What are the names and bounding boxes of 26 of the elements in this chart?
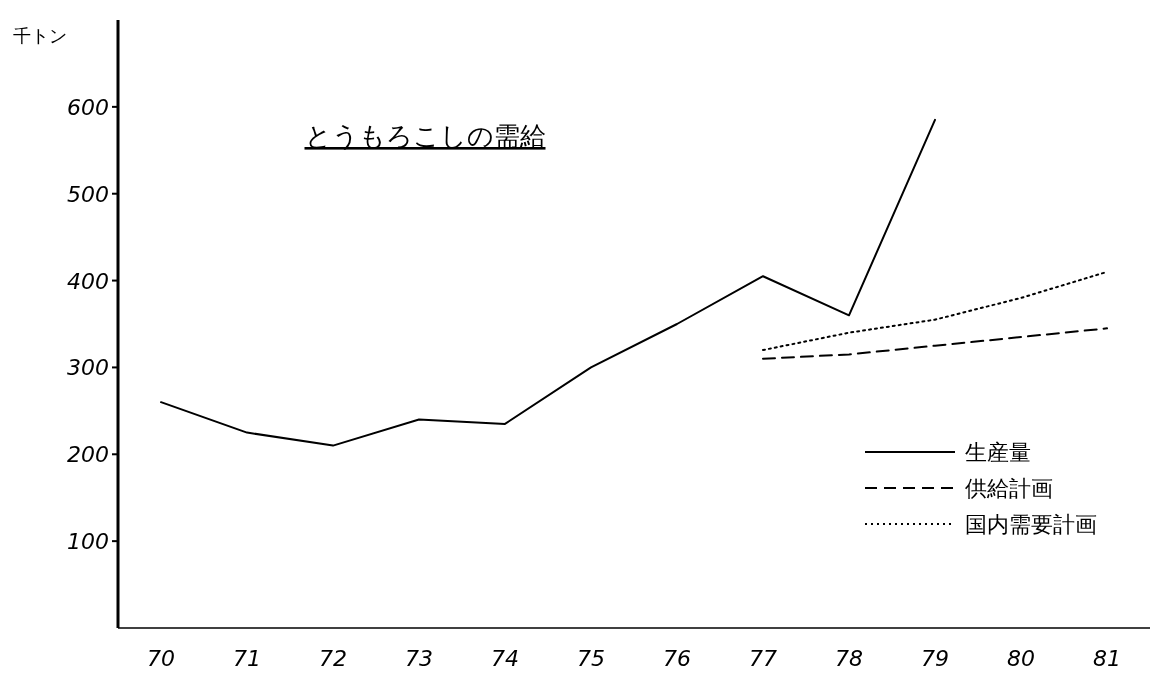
x-tick-label: 72 — [319, 646, 347, 671]
x-tick-label: 77 — [749, 646, 777, 671]
legend-label: 供給計画 — [965, 476, 1053, 501]
x-tick-label: 76 — [663, 646, 691, 671]
text: とうもろこしの需給 — [304, 121, 546, 151]
line-series — [160, 118, 936, 447]
y-tick-label: 600 — [67, 94, 109, 120]
y-axis-title: 千トン — [13, 25, 67, 46]
x-tick-label: 79 — [921, 646, 949, 671]
legend-label: 国内需要計画 — [965, 512, 1097, 537]
line-series — [762, 270, 1108, 352]
y-tick-label: 500 — [67, 181, 109, 207]
line-series — [762, 327, 1108, 360]
x-tick-label: 81 — [1093, 646, 1121, 671]
x-tick-label: 71 — [233, 646, 261, 671]
x-tick-label: 74 — [491, 646, 519, 671]
x-tick-label: 75 — [577, 646, 605, 671]
legend-label: 生産量 — [965, 440, 1031, 465]
x-tick-label: 80 — [1007, 646, 1035, 671]
y-tick-label: 300 — [67, 355, 109, 381]
y-tick-label: 400 — [67, 268, 109, 294]
y-tick-label: 100 — [67, 529, 109, 555]
y-tick-label: 200 — [67, 442, 109, 468]
x-tick-label: 73 — [405, 646, 433, 671]
x-tick-label: 78 — [835, 646, 863, 671]
x-tick-label: 70 — [147, 646, 175, 671]
